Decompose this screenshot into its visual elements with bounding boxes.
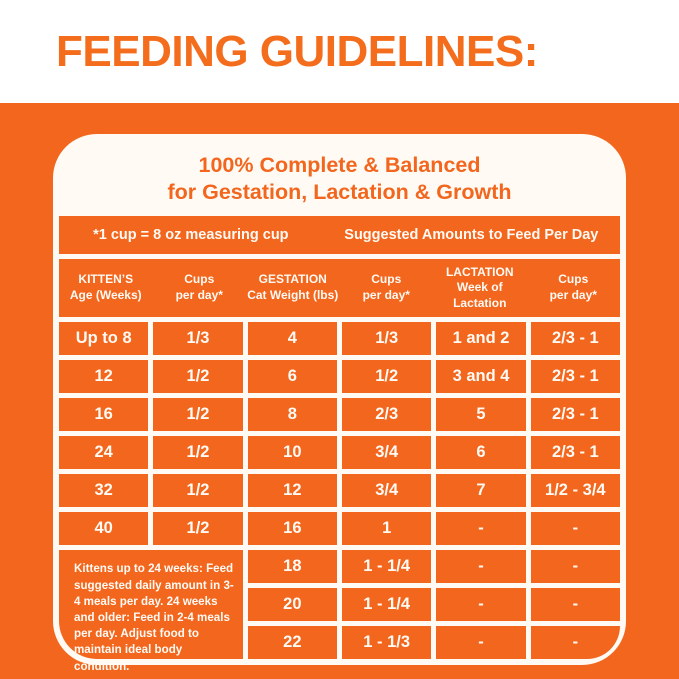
table-cell: 1/2: [153, 512, 243, 546]
table-cell: 18: [247, 550, 337, 584]
column-header-gestation-cups: Cups per day*: [362, 272, 410, 303]
table-cell: -: [530, 512, 620, 546]
table-cell: 12: [247, 474, 337, 508]
table-cell: 1/2: [153, 398, 243, 432]
table-cell: -: [436, 512, 526, 546]
table-cell: 22: [247, 626, 337, 660]
column-header-lactation-week: LACTATION Week of Lactation: [445, 264, 514, 311]
card-title-line1: 100% Complete & Balanced: [198, 153, 481, 177]
table-cell: 1/2 - 3/4: [530, 474, 620, 508]
table-cell: 3/4: [342, 436, 432, 470]
table-cell: 1 and 2: [436, 322, 526, 356]
orange-background: 100% Complete & Balanced for Gestation, …: [0, 103, 679, 679]
table-cell: 1: [342, 512, 432, 546]
table-cell: 6: [247, 360, 337, 394]
table-cell: -: [530, 588, 620, 622]
table-cell: 2/3 - 1: [530, 322, 620, 356]
table-cell: 24: [59, 436, 149, 470]
table-header-row: KITTEN’S Age (Weeks) Cups per day* GESTA…: [59, 259, 620, 318]
table-cell: 1 - 1/4: [342, 588, 432, 622]
table-cell: Up to 8: [59, 322, 149, 356]
table-cell: 3/4: [342, 474, 432, 508]
card-title: 100% Complete & Balanced for Gestation, …: [59, 140, 620, 216]
page-title: FEEDING GUIDELINES:: [56, 26, 538, 76]
table-cell: 2/3 - 1: [530, 398, 620, 432]
table-cell: 20: [247, 588, 337, 622]
table-cell: 2/3 - 1: [530, 360, 620, 394]
table-cell: -: [530, 626, 620, 660]
table-cell: 1 - 1/3: [342, 626, 432, 660]
column-header-kitten-cups: Cups per day*: [175, 272, 223, 303]
table-cell: 10: [247, 436, 337, 470]
measuring-cup-note: *1 cup = 8 oz measuring cup: [93, 227, 289, 244]
table-cell: -: [436, 588, 526, 622]
table-cell: 3 and 4: [436, 360, 526, 394]
table-cell: 7: [436, 474, 526, 508]
table-cell: 8: [247, 398, 337, 432]
table-cell: 32: [59, 474, 149, 508]
column-header-gestation-weight: GESTATION Cat Weight (lbs): [247, 272, 339, 303]
table-cell: 16: [59, 398, 149, 432]
table-cell: 6: [436, 436, 526, 470]
table-cell: 16: [247, 512, 337, 546]
table-cell: 1/2: [342, 360, 432, 394]
column-header-lactation-cups: Cups per day*: [549, 272, 597, 303]
table-cell: 40: [59, 512, 149, 546]
table-cell: 5: [436, 398, 526, 432]
table-cell: 1 - 1/4: [342, 550, 432, 584]
table-cell: -: [436, 626, 526, 660]
column-header-kitten-age: KITTEN’S Age (Weeks): [69, 272, 142, 303]
guidelines-card: 100% Complete & Balanced for Gestation, …: [53, 134, 626, 673]
table-cell: 2/3: [342, 398, 432, 432]
card-title-line2: for Gestation, Lactation & Growth: [167, 179, 512, 204]
table-cell: 2/3 - 1: [530, 436, 620, 470]
suggested-amounts-label: Suggested Amounts to Feed Per Day: [344, 227, 599, 244]
table-cell: 4: [247, 322, 337, 356]
feeding-footnote: Kittens up to 24 weeks: Feed suggested d…: [59, 550, 243, 673]
table-cell: -: [436, 550, 526, 584]
table-cell: 1/2: [153, 436, 243, 470]
table-cell: 1/3: [342, 322, 432, 356]
feeding-table: *1 cup = 8 oz measuring cup Suggested Am…: [59, 216, 620, 673]
table-cell: 1/2: [153, 360, 243, 394]
table-cell: -: [530, 550, 620, 584]
header-band: FEEDING GUIDELINES:: [0, 0, 679, 103]
table-cell: 12: [59, 360, 149, 394]
table-cell: 1/3: [153, 322, 243, 356]
table-cell: 1/2: [153, 474, 243, 508]
table-note-row: *1 cup = 8 oz measuring cup Suggested Am…: [59, 216, 620, 255]
